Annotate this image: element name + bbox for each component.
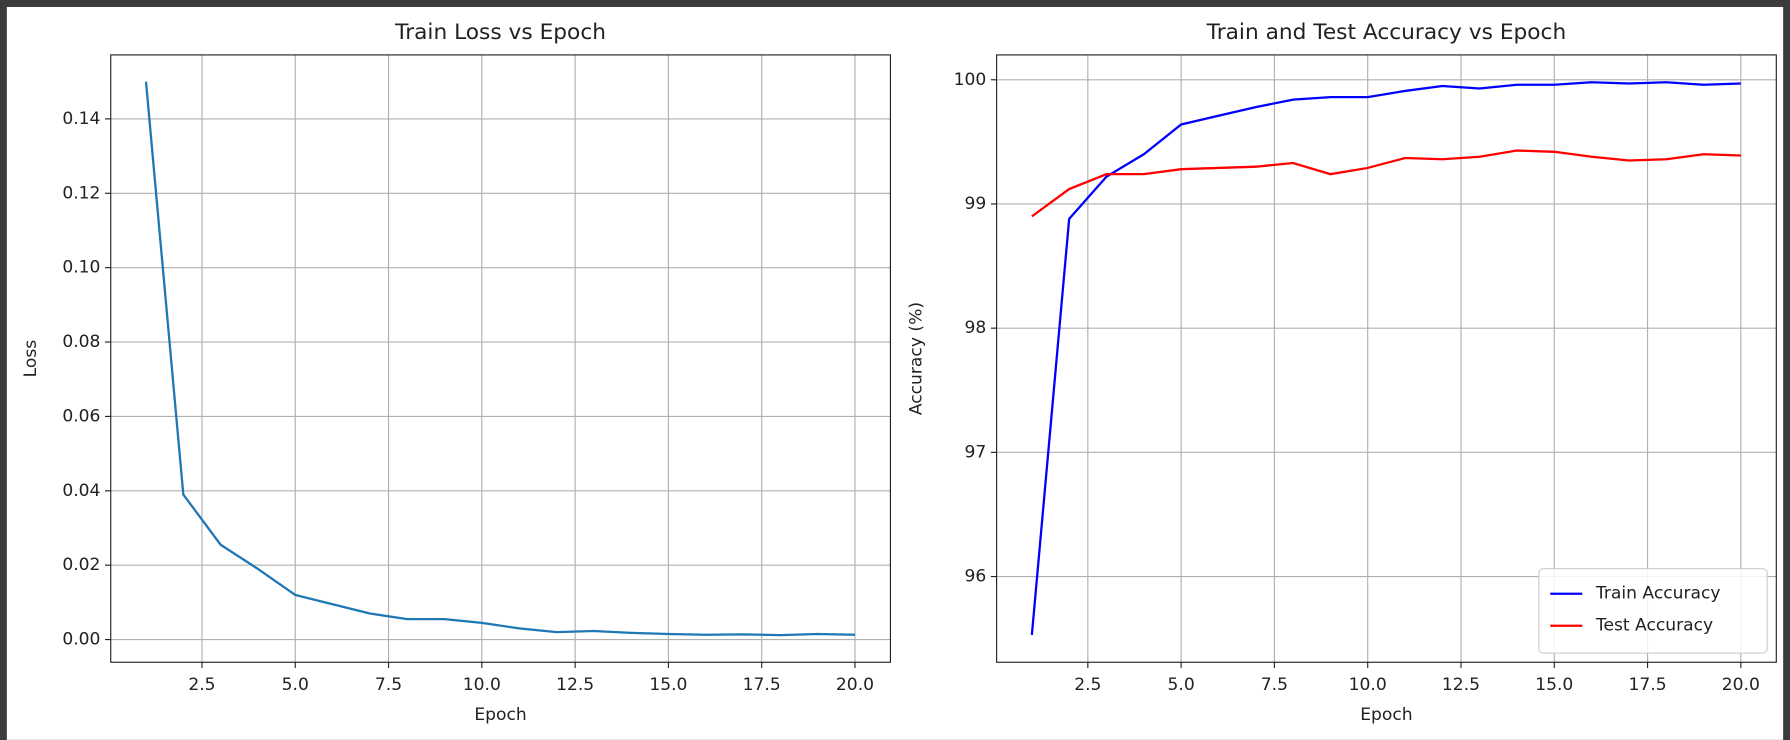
y-axis-label: Accuracy (%) xyxy=(907,302,927,415)
y-tick-label: 97 xyxy=(965,442,987,462)
legend-label: Test Accuracy xyxy=(1595,616,1713,636)
x-axis-label: Epoch xyxy=(1360,705,1412,725)
y-tick-label: 96 xyxy=(965,567,987,587)
x-tick-label: 5.0 xyxy=(282,675,309,695)
x-tick-label: 7.5 xyxy=(375,675,402,695)
y-tick-label: 0.14 xyxy=(62,109,100,129)
x-tick-label: 10.0 xyxy=(1349,675,1387,695)
y-tick-label: 0.06 xyxy=(62,406,100,426)
chart-title: Train Loss vs Epoch xyxy=(394,20,606,45)
y-tick-label: 0.10 xyxy=(62,258,100,278)
y-tick-label: 0.08 xyxy=(62,332,100,352)
y-axis-label: Loss xyxy=(21,340,41,378)
legend-label: Train Accuracy xyxy=(1595,584,1721,604)
x-tick-label: 10.0 xyxy=(463,675,501,695)
x-axis-label: Epoch xyxy=(474,705,526,725)
x-tick-label: 7.5 xyxy=(1261,675,1288,695)
y-tick-label: 100 xyxy=(954,70,987,90)
chart-title: Train and Test Accuracy vs Epoch xyxy=(1206,20,1567,45)
x-tick-label: 20.0 xyxy=(1722,675,1760,695)
x-tick-label: 17.5 xyxy=(743,675,781,695)
x-tick-label: 12.5 xyxy=(556,675,594,695)
data-line xyxy=(144,81,856,637)
x-tick-label: 15.0 xyxy=(1535,675,1573,695)
x-tick-label: 20.0 xyxy=(836,675,874,695)
x-tick-label: 5.0 xyxy=(1168,675,1195,695)
x-tick-label: 17.5 xyxy=(1629,675,1667,695)
y-tick-label: 0.00 xyxy=(62,630,100,650)
x-tick-label: 2.5 xyxy=(1074,675,1101,695)
data-line xyxy=(1031,149,1741,218)
x-tick-label: 15.0 xyxy=(649,675,687,695)
data-line xyxy=(1030,81,1741,636)
plot-frame xyxy=(996,54,1777,663)
plot-frame xyxy=(110,54,892,663)
y-tick-label: 0.12 xyxy=(62,183,100,203)
canvas xyxy=(6,6,1784,740)
x-tick-label: 12.5 xyxy=(1442,675,1480,695)
legend-box xyxy=(1538,568,1768,654)
x-tick-label: 2.5 xyxy=(188,675,215,695)
y-tick-label: 0.04 xyxy=(62,481,100,501)
y-tick-label: 0.02 xyxy=(62,555,100,575)
y-tick-label: 99 xyxy=(965,194,987,214)
y-tick-label: 98 xyxy=(965,318,987,338)
